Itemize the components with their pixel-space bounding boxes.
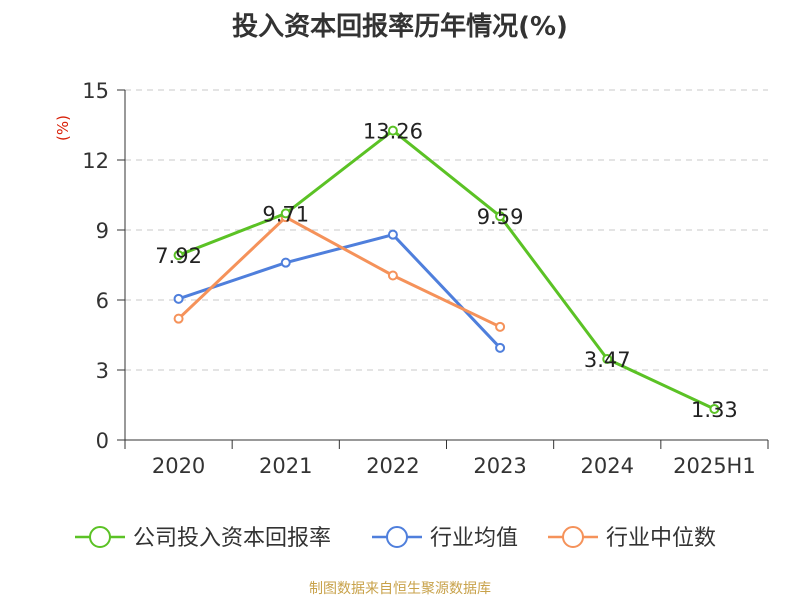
legend-marker <box>562 526 584 548</box>
data-point <box>173 250 184 261</box>
data-label: 1.33 <box>691 398 738 422</box>
grid-lines <box>125 89 768 371</box>
legend: 公司投入资本回报率 行业均值 行业中位数 <box>75 526 716 551</box>
data-point <box>495 321 506 332</box>
axes: 0 3 6 9 12 15 2020 2021 2022 2023 2024 2025H1 (%) <box>54 79 769 478</box>
data-point <box>709 403 720 414</box>
x-tick-label: 2022 <box>366 454 419 478</box>
data-label: 9.59 <box>477 205 524 229</box>
legend-item: 行业均值 <box>372 526 518 551</box>
data-label: 13.26 <box>363 120 423 144</box>
data-label: 3.47 <box>584 348 631 372</box>
data-point <box>387 229 398 240</box>
data-point <box>387 125 398 136</box>
data-point <box>602 354 613 365</box>
source-note: 制图数据来自恒生聚源数据库 <box>309 581 491 597</box>
series-lines <box>173 125 720 414</box>
x-tick-label: 2023 <box>473 454 526 478</box>
y-tick-label: 15 <box>82 79 109 103</box>
y-tick-label: 0 <box>96 429 109 453</box>
data-label: 7.92 <box>155 244 202 268</box>
legend-item: 公司投入资本回报率 <box>75 526 331 551</box>
data-point <box>280 208 291 219</box>
data-point <box>173 293 184 304</box>
data-labels: 7.92 9.71 13.26 9.59 3.47 1.33 <box>155 120 738 422</box>
x-tick-label: 2021 <box>259 454 312 478</box>
x-tick-label: 2024 <box>581 454 634 478</box>
data-point <box>495 342 506 353</box>
x-tick-label: 2025H1 <box>673 454 756 478</box>
y-axis-label: (%) <box>54 115 72 141</box>
legend-marker <box>386 526 408 548</box>
data-point <box>173 313 184 324</box>
series-line <box>177 215 501 329</box>
y-tick-label: 6 <box>96 289 109 313</box>
legend-label: 行业中位数 <box>606 526 716 551</box>
data-point <box>387 270 398 281</box>
legend-item: 行业中位数 <box>548 526 716 551</box>
y-tick-label: 9 <box>96 219 109 243</box>
data-point <box>280 257 291 268</box>
legend-marker <box>89 526 111 548</box>
x-tick-label: 2020 <box>152 454 205 478</box>
series-line <box>178 129 716 411</box>
series-line <box>178 233 502 349</box>
y-tick-label: 12 <box>82 149 109 173</box>
data-point <box>495 211 506 222</box>
legend-label: 公司投入资本回报率 <box>133 526 331 551</box>
chart-title: 投入资本回报率历年情况(%) <box>232 12 568 42</box>
y-tick-label: 3 <box>96 359 109 383</box>
data-label: 9.71 <box>262 202 309 226</box>
legend-label: 行业均值 <box>430 526 518 551</box>
